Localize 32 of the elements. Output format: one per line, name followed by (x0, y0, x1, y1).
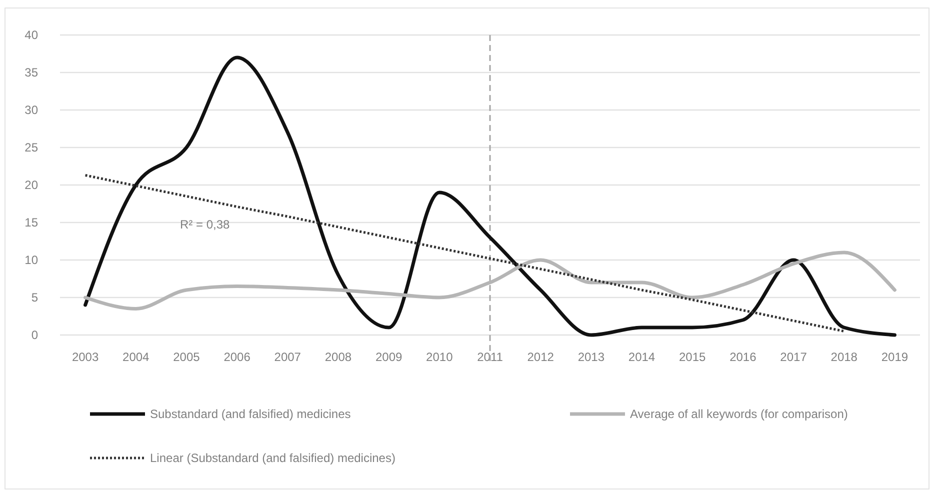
y-tick-label: 5 (31, 290, 38, 304)
y-tick-label: 30 (24, 103, 38, 117)
x-tick-label: 2016 (730, 350, 757, 364)
x-tick-label: 2004 (122, 350, 150, 364)
x-tick-label: 2007 (274, 350, 302, 364)
x-tick-label: 2017 (780, 350, 808, 364)
x-tick-label: 2006 (224, 350, 251, 364)
x-tick-label: 2015 (679, 350, 706, 364)
x-tick-label: 2003 (72, 350, 99, 364)
line-series (84, 250, 896, 310)
y-tick-label: 35 (24, 66, 38, 80)
x-tick-label: 2012 (527, 350, 554, 364)
legend-label: Linear (Substandard (and falsified) medicines) (150, 451, 396, 465)
x-tick-label: 2008 (324, 350, 352, 364)
x-tick-label: 2013 (578, 350, 605, 364)
x-tick-label: 2014 (628, 350, 656, 364)
y-tick-label: 25 (24, 140, 38, 154)
line-series (84, 174, 846, 332)
annotation: R² = 0,38 (180, 218, 230, 232)
y-tick-label: 15 (24, 216, 38, 230)
x-tick-label: 2010 (426, 350, 454, 364)
y-tick-label: 40 (24, 28, 38, 42)
legend-label: Substandard (and falsified) medicines (150, 407, 351, 421)
line-series (84, 56, 896, 337)
x-tick-label: 2019 (881, 350, 908, 364)
x-tick-label: 2018 (830, 350, 858, 364)
y-tick-label: 10 (24, 253, 38, 267)
y-tick-label: 20 (24, 178, 38, 192)
y-tick-label: 0 (31, 328, 38, 342)
x-tick-label: 2009 (375, 350, 402, 364)
x-tick-label: 2005 (173, 350, 200, 364)
legend-label: Average of all keywords (for comparison) (630, 407, 848, 421)
